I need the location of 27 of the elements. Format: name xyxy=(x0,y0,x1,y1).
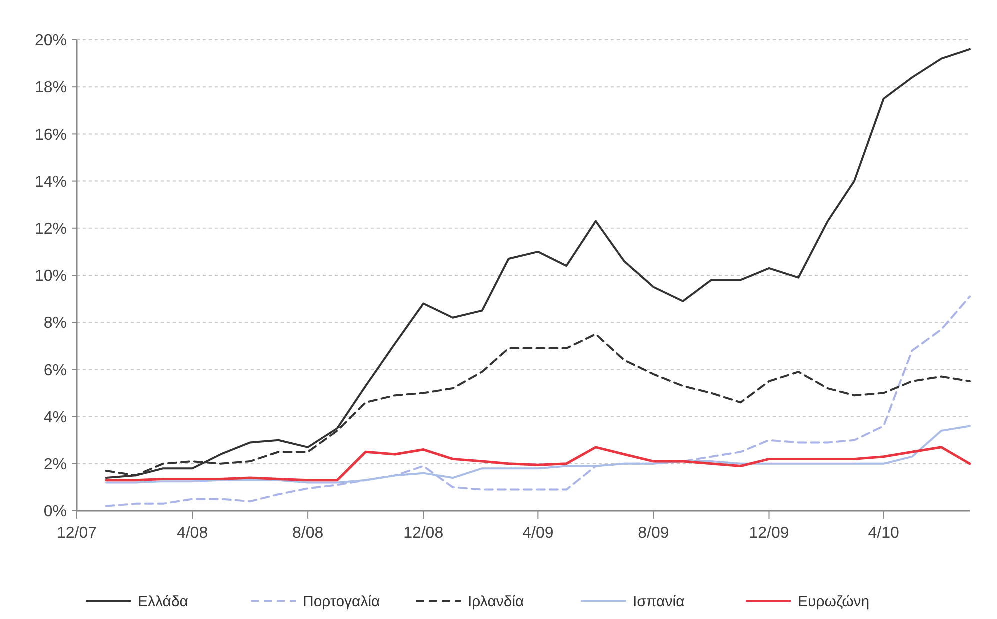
x-tick-label: 12/08 xyxy=(404,525,444,542)
legend-label: Ευρωζώνη xyxy=(798,593,870,610)
y-tick-label: 8% xyxy=(44,315,67,332)
x-tick-label: 8/09 xyxy=(638,525,670,542)
line-series xyxy=(105,296,971,508)
line-series xyxy=(105,446,972,482)
y-tick-label: 0% xyxy=(44,504,67,521)
y-tick-label: 2% xyxy=(44,456,67,474)
x-tick-label: 4/08 xyxy=(176,525,208,542)
y-tick-label: 16% xyxy=(34,126,67,144)
legend-label: Πορτογαλία xyxy=(303,593,381,610)
y-tick-label: 10% xyxy=(34,268,67,286)
legend-label: Ισπανία xyxy=(633,593,686,610)
y-tick-label: 18% xyxy=(34,80,67,97)
x-tick-label: 12/07 xyxy=(56,525,98,542)
legend-label: Ιρλανδία xyxy=(468,593,525,610)
line-series xyxy=(105,48,971,480)
y-tick-label: 14% xyxy=(34,174,67,191)
legend-label: Ελλάδα xyxy=(138,593,189,610)
y-tick-label: 6% xyxy=(44,362,67,380)
x-tick-label: 12/09 xyxy=(749,525,790,542)
y-tick-label: 12% xyxy=(34,221,67,238)
y-tick-label: 4% xyxy=(44,409,67,426)
x-tick-label: 4/09 xyxy=(522,525,554,542)
y-tick-label: 20% xyxy=(34,32,67,50)
x-tick-label: 8/08 xyxy=(292,525,324,542)
x-tick-label: 4/10 xyxy=(868,525,900,542)
